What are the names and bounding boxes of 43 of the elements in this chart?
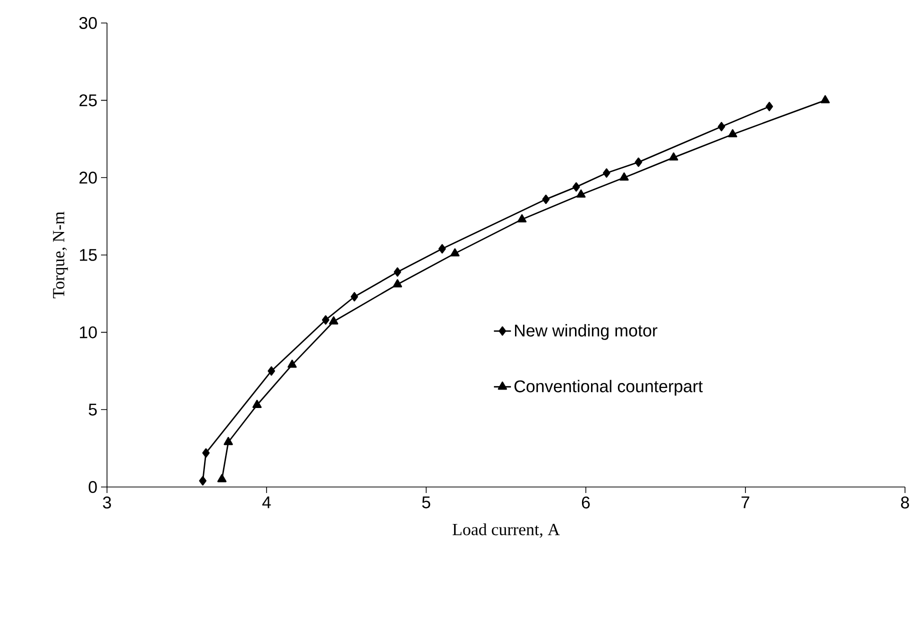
y-tick-label: 30 <box>79 16 97 29</box>
point <box>576 189 586 198</box>
point <box>288 360 297 368</box>
y-tick-label: 15 <box>80 249 97 261</box>
point <box>450 248 460 256</box>
point <box>392 279 402 288</box>
x-axis-title: Load current, A <box>452 523 560 538</box>
y-tick-label: 0 <box>88 480 97 493</box>
point <box>572 182 580 192</box>
point <box>634 157 642 167</box>
legend-label: Conventional counterpart <box>514 380 703 396</box>
y-tick-label: 20 <box>80 172 97 184</box>
point <box>268 366 276 376</box>
x-tick-label: 6 <box>582 496 590 509</box>
point <box>224 436 233 446</box>
point <box>542 194 550 204</box>
point <box>438 244 446 254</box>
point <box>202 448 210 458</box>
x-tick-label: 3 <box>102 496 111 509</box>
point <box>820 95 830 104</box>
point <box>199 476 206 486</box>
point <box>766 102 774 112</box>
point <box>394 267 402 277</box>
y-tick-label: 10 <box>80 326 97 338</box>
point <box>329 316 338 324</box>
point <box>252 400 262 408</box>
x-tick-label: 4 <box>262 496 271 508</box>
y-tick-label: 25 <box>80 94 97 106</box>
legend-label: New winding motor <box>515 324 658 340</box>
y-tick-label: 5 <box>88 404 97 416</box>
point <box>668 152 678 160</box>
point <box>517 214 527 222</box>
point <box>350 292 358 302</box>
point <box>602 168 610 178</box>
x-tick-label: 8 <box>901 496 909 509</box>
point <box>718 122 726 132</box>
point <box>217 474 227 482</box>
point <box>728 129 738 138</box>
point <box>322 315 330 325</box>
point <box>620 172 629 181</box>
y-axis-title: Torque, N-m <box>53 212 68 298</box>
x-tick-label: 5 <box>422 496 430 508</box>
x-tick-label: 7 <box>742 496 750 508</box>
